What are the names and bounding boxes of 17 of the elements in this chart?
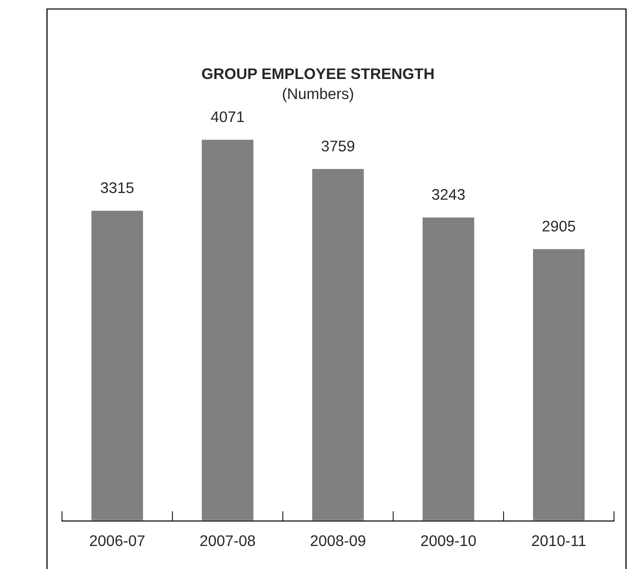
x-tick-label: 2010-11 <box>532 535 586 546</box>
data-label: 3315 <box>100 182 134 194</box>
bar <box>90 209 144 521</box>
x-tick-label: 2006-07 <box>90 535 144 546</box>
bar <box>200 138 255 521</box>
x-tick-label: 2008-09 <box>310 535 366 546</box>
bar <box>532 248 586 521</box>
x-tick-label: 2007-08 <box>200 535 255 546</box>
bar <box>421 216 476 521</box>
x-tick-label: 2009-10 <box>421 535 476 546</box>
bar <box>310 168 366 521</box>
data-label: 3243 <box>432 189 465 200</box>
chart-title: GROUP EMPLOYEE STRENGTH <box>202 68 434 80</box>
data-label: 4071 <box>210 111 244 122</box>
data-label: 3759 <box>322 140 354 152</box>
chart-subtitle: (Numbers) <box>282 88 354 102</box>
data-label: 2905 <box>542 220 576 232</box>
